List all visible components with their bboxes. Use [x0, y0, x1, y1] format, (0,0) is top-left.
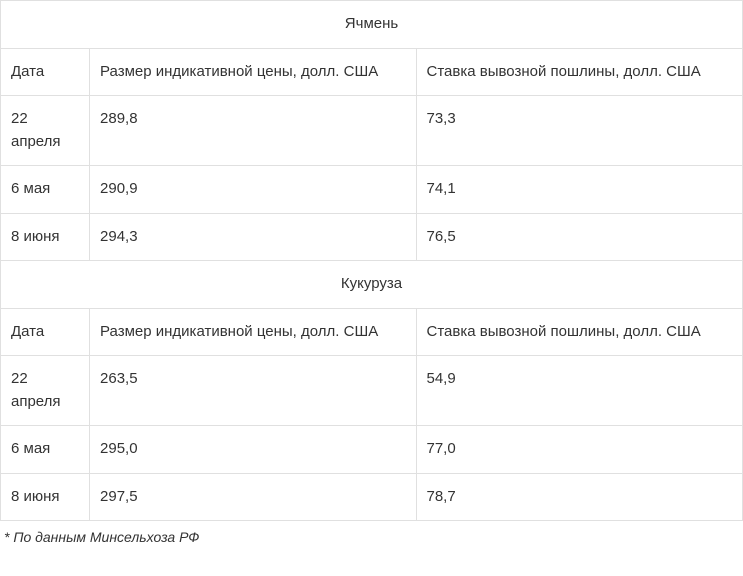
cell-price: 295,0	[90, 426, 416, 474]
cell-date: 8 июня	[1, 213, 90, 261]
section-header-row: Ячмень	[1, 1, 743, 49]
section-header-row: Кукуруза	[1, 261, 743, 309]
table-row: 22 апреля 263,5 54,9	[1, 356, 743, 426]
header-row: Дата Размер индикативной цены, долл. США…	[1, 308, 743, 356]
cell-duty: 78,7	[416, 473, 743, 521]
cell-duty: 76,5	[416, 213, 743, 261]
table-row: 8 июня 294,3 76,5	[1, 213, 743, 261]
data-table: Ячмень Дата Размер индикативной цены, до…	[0, 0, 743, 521]
cell-date: 6 мая	[1, 426, 90, 474]
cell-price: 290,9	[90, 166, 416, 214]
col-header-date: Дата	[1, 48, 90, 96]
cell-duty: 73,3	[416, 96, 743, 166]
cell-date: 6 мая	[1, 166, 90, 214]
cell-price: 294,3	[90, 213, 416, 261]
cell-date: 22 апреля	[1, 96, 90, 166]
table-row: 6 мая 295,0 77,0	[1, 426, 743, 474]
cell-price: 297,5	[90, 473, 416, 521]
table-row: 8 июня 297,5 78,7	[1, 473, 743, 521]
cell-duty: 77,0	[416, 426, 743, 474]
table-row: 22 апреля 289,8 73,3	[1, 96, 743, 166]
section-title: Ячмень	[1, 1, 743, 49]
section-title: Кукуруза	[1, 261, 743, 309]
header-row: Дата Размер индикативной цены, долл. США…	[1, 48, 743, 96]
cell-duty: 74,1	[416, 166, 743, 214]
cell-price: 263,5	[90, 356, 416, 426]
col-header-duty: Ставка вывозной пошлины, долл. США	[416, 308, 743, 356]
col-header-price: Размер индикативной цены, долл. США	[90, 48, 416, 96]
cell-duty: 54,9	[416, 356, 743, 426]
cell-price: 289,8	[90, 96, 416, 166]
col-header-date: Дата	[1, 308, 90, 356]
footnote: * По данным Минсельхоза РФ	[0, 521, 743, 553]
cell-date: 22 апреля	[1, 356, 90, 426]
cell-date: 8 июня	[1, 473, 90, 521]
col-header-price: Размер индикативной цены, долл. США	[90, 308, 416, 356]
table-row: 6 мая 290,9 74,1	[1, 166, 743, 214]
col-header-duty: Ставка вывозной пошлины, долл. США	[416, 48, 743, 96]
